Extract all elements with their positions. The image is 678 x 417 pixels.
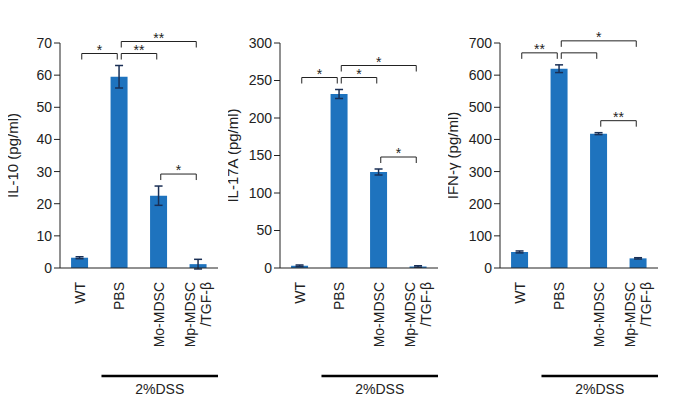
svg-text:*: *	[97, 42, 103, 58]
svg-text:40: 40	[36, 131, 52, 147]
svg-text:2%DSS: 2%DSS	[575, 381, 624, 397]
svg-text:150: 150	[249, 147, 273, 163]
svg-text:600: 600	[469, 67, 493, 83]
svg-text:*: *	[396, 145, 402, 161]
svg-text:500: 500	[469, 99, 493, 115]
svg-text:WT: WT	[292, 282, 308, 304]
svg-text:0: 0	[484, 260, 492, 276]
svg-text:30: 30	[36, 164, 52, 180]
svg-text:PBS: PBS	[331, 282, 347, 310]
svg-text:300: 300	[249, 35, 273, 51]
svg-text:IFN-γ (pg/ml): IFN-γ (pg/ml)	[448, 112, 461, 200]
svg-text:50: 50	[256, 222, 272, 238]
svg-text:400: 400	[469, 131, 493, 147]
svg-text:PBS: PBS	[551, 282, 567, 310]
svg-text:Mp-MDSC/TGF-β: Mp-MDSC/TGF-β	[622, 282, 653, 347]
svg-text:WT: WT	[72, 282, 88, 304]
svg-text:*: *	[596, 29, 602, 45]
svg-text:2%DSS: 2%DSS	[355, 381, 404, 397]
svg-text:WT: WT	[512, 282, 528, 304]
svg-text:*: *	[317, 66, 323, 82]
svg-text:200: 200	[469, 196, 493, 212]
svg-text:**: **	[534, 41, 545, 57]
svg-text:2%DSS: 2%DSS	[135, 381, 184, 397]
svg-text:Mp-MDSC/TGF-β: Mp-MDSC/TGF-β	[182, 282, 213, 347]
svg-text:*: *	[376, 54, 382, 70]
svg-text:Mo-MDSC: Mo-MDSC	[591, 282, 607, 347]
svg-text:300: 300	[469, 164, 493, 180]
svg-text:20: 20	[36, 196, 52, 212]
svg-text:IL-10 (pg/ml): IL-10 (pg/ml)	[8, 113, 21, 198]
svg-text:**: **	[134, 42, 145, 58]
svg-text:50: 50	[36, 99, 52, 115]
svg-text:200: 200	[249, 110, 273, 126]
svg-text:250: 250	[249, 72, 273, 88]
svg-text:PBS: PBS	[111, 282, 127, 310]
svg-text:700: 700	[469, 35, 493, 51]
svg-text:IL-17A (pg/ml): IL-17A (pg/ml)	[228, 108, 241, 202]
svg-text:100: 100	[249, 185, 273, 201]
svg-text:*: *	[176, 162, 182, 178]
svg-text:*: *	[356, 66, 362, 82]
svg-text:70: 70	[36, 35, 52, 51]
svg-text:10: 10	[36, 228, 52, 244]
svg-text:Mp-MDSC/TGF-β: Mp-MDSC/TGF-β	[402, 282, 433, 347]
svg-text:**: **	[613, 109, 624, 125]
svg-text:0: 0	[264, 260, 272, 276]
svg-text:100: 100	[469, 228, 493, 244]
svg-text:Mo-MDSC: Mo-MDSC	[151, 282, 167, 347]
svg-text:0: 0	[44, 260, 52, 276]
svg-text:**: **	[153, 30, 164, 46]
svg-text:60: 60	[36, 67, 52, 83]
svg-text:Mo-MDSC: Mo-MDSC	[371, 282, 387, 347]
